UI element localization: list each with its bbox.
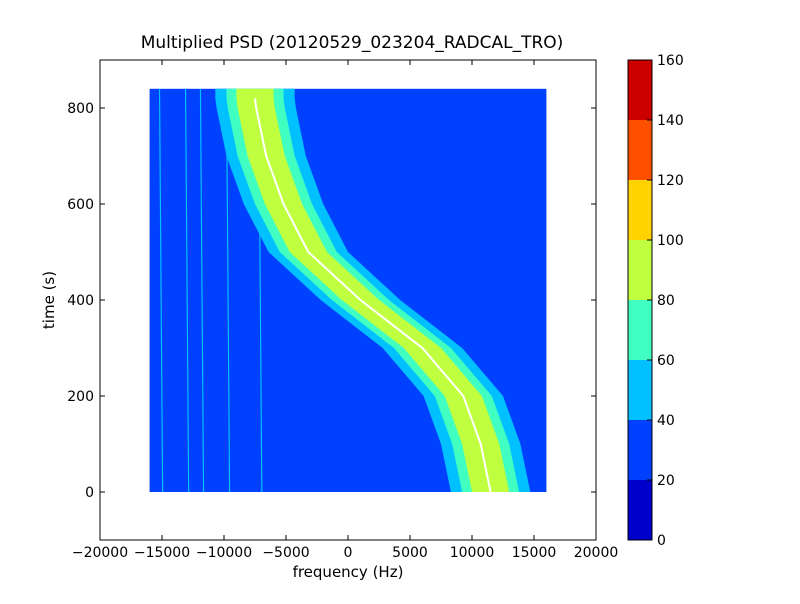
colorbar: 0 20 40 60 80 100 120 140 160 (627, 53, 684, 549)
y-tick-label: 600 (67, 197, 94, 213)
signal-band-2 (236, 88, 510, 493)
signal-center-line (254, 98, 492, 493)
x-tick-label: 0 (344, 545, 353, 561)
colorbar-segment-7 (628, 60, 652, 120)
y-tick-label: 400 (67, 293, 94, 309)
vertical-line-2 (199, 88, 205, 493)
colorbar-segment-4 (628, 240, 652, 300)
colorbar-segment-5 (628, 180, 652, 240)
colorbar-tick-label: 120 (657, 173, 684, 189)
x-tick-label: −20000 (72, 545, 128, 561)
x-tick-label: 20000 (574, 545, 619, 561)
y-tick-label: 800 (67, 101, 94, 117)
x-axis-ticks: −20000 −15000 −10000 −5000 0 5000 10000 15000 20… (72, 60, 618, 561)
colorbar-tick-label: 20 (657, 473, 675, 489)
y-axis-ticks: 0 200 400 600 800 (67, 101, 596, 501)
colorbar-tick-label: 160 (657, 53, 684, 69)
colorbar-tick-label: 0 (657, 533, 666, 549)
y-tick-label: 0 (85, 485, 94, 501)
colorbar-segment-1 (628, 420, 652, 480)
x-axis-label: frequency (Hz) (293, 563, 404, 581)
x-tick-label: −5000 (262, 545, 309, 561)
vertical-line-0 (158, 88, 164, 493)
colorbar-tick-label: 140 (657, 113, 684, 129)
colorbar-segment-3 (628, 300, 652, 360)
colorbar-tick-label: 60 (657, 353, 675, 369)
colorbar-segment-0 (628, 480, 652, 540)
colorbar-tick-label: 80 (657, 293, 675, 309)
plot-area: −20000 −15000 −10000 −5000 0 5000 10000 15000 20… (67, 59, 618, 561)
colorbar-segment-6 (628, 120, 652, 180)
vertical-line-1 (184, 88, 190, 493)
colorbar-segment-2 (628, 360, 652, 420)
heatmap (149, 88, 547, 493)
y-axis-label: time (s) (40, 271, 58, 329)
x-tick-label: 10000 (450, 545, 495, 561)
x-tick-label: −15000 (134, 545, 190, 561)
colorbar-tick-label: 100 (657, 233, 684, 249)
colorbar-tick-label: 40 (657, 413, 675, 429)
chart-title: Multiplied PSD (20120529_023204_RADCAL_T… (141, 33, 564, 53)
x-tick-label: −10000 (196, 545, 252, 561)
x-tick-label: 5000 (392, 545, 428, 561)
x-tick-label: 15000 (512, 545, 557, 561)
y-tick-label: 200 (67, 389, 94, 405)
